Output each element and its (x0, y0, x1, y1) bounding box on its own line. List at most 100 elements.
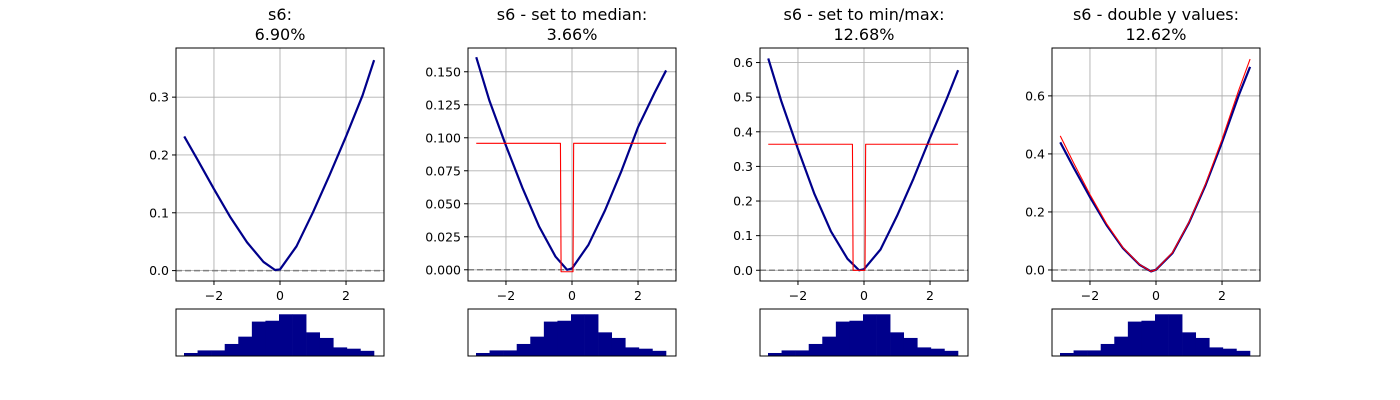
x-tick-label: 2 (926, 288, 934, 303)
histogram-bar (516, 343, 531, 356)
histogram-bar (530, 336, 545, 356)
histogram-bar (795, 350, 810, 356)
plot-area (760, 58, 968, 272)
y-tick-label: 0.0 (149, 263, 169, 278)
histogram-bar (251, 321, 266, 356)
histogram-bar (1087, 350, 1102, 356)
x-tick-label: −2 (497, 288, 515, 303)
histogram-bar (360, 350, 375, 356)
histogram-bar (543, 321, 558, 356)
histogram-bar (781, 350, 796, 356)
title-line2: 3.66% (547, 25, 598, 44)
histogram (1051, 308, 1261, 357)
histogram-bar (917, 347, 932, 356)
histogram-frame (467, 308, 677, 357)
x-tick-label: 0 (276, 288, 284, 303)
histogram (467, 308, 677, 357)
subplot-2: s6 - set to median: 3.66% −2 0 2 0.000 0.025 0.… (425, 5, 677, 357)
x-tick-label: 0 (568, 288, 576, 303)
histogram-bar (476, 352, 490, 356)
histogram-bar (1155, 314, 1169, 356)
histogram-bar (584, 314, 599, 356)
axes-frame (175, 47, 385, 282)
modified-curve (476, 142, 667, 273)
histogram-bar (944, 350, 959, 356)
subplot-title: s6: 6.90% (255, 5, 306, 44)
histogram-bar (1060, 352, 1074, 356)
histogram-bar (903, 337, 918, 356)
histogram-bar (890, 332, 905, 356)
axes-frame (1051, 47, 1261, 282)
title-line2: 6.90% (255, 25, 306, 44)
x-tick-label: 2 (1218, 288, 1226, 303)
y-tick-label: 0.6 (733, 55, 753, 70)
histogram-bar (1168, 314, 1183, 356)
histogram-bar (625, 347, 640, 356)
histogram-bar (1236, 350, 1251, 356)
y-tick-label: 0.4 (733, 124, 753, 139)
histogram-bar (211, 350, 226, 356)
axes-frame (759, 47, 969, 282)
y-tick-label: 0.0 (1025, 262, 1045, 277)
histogram-bar (571, 314, 585, 356)
histogram-bar (598, 332, 613, 356)
histogram-bar (1222, 348, 1237, 356)
histogram-bar (1141, 320, 1156, 356)
plot-area (468, 56, 676, 273)
histogram-bar (611, 337, 626, 356)
histogram-bar (808, 343, 823, 356)
original-curve (475, 56, 668, 271)
y-tick-label: 0.2 (149, 147, 169, 162)
x-tick-label: −2 (789, 288, 807, 303)
y-tick-label: 0.6 (1025, 88, 1045, 103)
histogram-bar (557, 320, 572, 356)
subplot-4: s6 - double y values: 12.62% −2 0 2 0.0 0.2 0.4… (1025, 5, 1261, 357)
x-tick-label: −2 (205, 288, 223, 303)
original-curve (183, 59, 376, 272)
x-tick-label: 2 (342, 288, 350, 303)
y-tick-label: 0.000 (425, 262, 461, 277)
histogram-bar (265, 320, 280, 356)
histogram-bar (1127, 321, 1142, 356)
subplot-title: s6 - set to median: 3.66% (497, 5, 648, 44)
title-line1: s6 - set to min/max: (784, 5, 945, 24)
modified-curve (768, 143, 959, 271)
histogram (759, 308, 969, 357)
histogram-bar (238, 336, 253, 356)
y-tick-label: 0.1 (733, 228, 753, 243)
histogram-bar (1195, 337, 1210, 356)
y-tick-label: 0.100 (425, 130, 461, 145)
histogram-bar (1209, 347, 1224, 356)
histogram-bar (319, 337, 334, 356)
y-tick-label: 0.125 (425, 97, 461, 112)
y-tick-label: 0.025 (425, 229, 461, 244)
histogram-bar (835, 321, 850, 356)
histogram-bar (346, 348, 361, 356)
histogram-bar (292, 314, 307, 356)
x-tick-label: 0 (860, 288, 868, 303)
plot-area (1052, 58, 1260, 273)
histogram-bar (1073, 350, 1088, 356)
axes-frame (467, 47, 677, 282)
histogram-bar (849, 320, 864, 356)
y-tick-label: 0.075 (425, 163, 461, 178)
y-tick-label: 0.3 (149, 90, 169, 105)
y-tick-label: 0.2 (1025, 204, 1045, 219)
plot-area (176, 59, 384, 272)
title-line2: 12.68% (833, 25, 894, 44)
x-tick-label: 2 (634, 288, 642, 303)
histogram-bar (503, 350, 518, 356)
histogram-bar (768, 352, 782, 356)
title-line1: s6: (268, 5, 292, 24)
histogram-bar (1182, 332, 1197, 356)
histogram-bar (638, 348, 653, 356)
histogram-frame (1051, 308, 1261, 357)
histogram-bar (1100, 343, 1115, 356)
histogram-bar (876, 314, 891, 356)
subplot-title: s6 - set to min/max: 12.68% (784, 5, 945, 44)
y-tick-label: 0.150 (425, 64, 461, 79)
histogram-bar (652, 350, 667, 356)
y-tick-label: 0.050 (425, 196, 461, 211)
histogram-bar (930, 348, 945, 356)
